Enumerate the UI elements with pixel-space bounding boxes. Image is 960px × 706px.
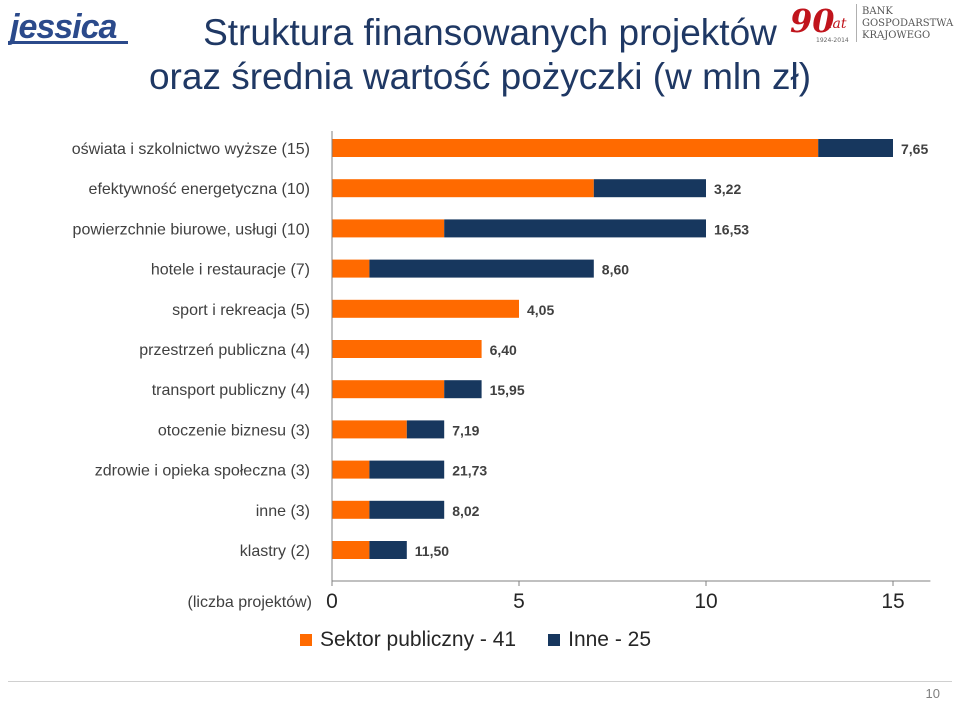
bar-inne-7 <box>406 420 445 439</box>
bar-publiczny-10 <box>332 541 370 559</box>
bar-publiczny-0 <box>332 139 819 157</box>
footer-divider <box>8 681 952 682</box>
legend-swatch-inne <box>548 634 561 646</box>
category-label-2: powierzchnie biurowe, usługi (10) <box>73 221 310 238</box>
x-tick-label-2: 10 <box>694 590 717 613</box>
bar-publiczny-2 <box>332 219 445 238</box>
legend-label-publiczny: Sektor publiczny - 41 <box>320 628 517 651</box>
bar-inne-9 <box>369 500 445 519</box>
category-label-1: efektywność energetyczna (10) <box>89 181 310 198</box>
category-label-4: sport i rekreacja (5) <box>172 302 310 319</box>
data-label-1: 3,22 <box>714 181 741 197</box>
bar-publiczny-7 <box>332 420 407 439</box>
legend-item-inne: Inne - 25 <box>548 628 651 652</box>
data-label-9: 8,02 <box>452 503 479 519</box>
x-tick-label-1: 5 <box>513 590 525 613</box>
bar-publiczny-8 <box>332 460 370 479</box>
category-label-3: hotele i restauracje (7) <box>151 262 310 279</box>
bar-publiczny-1 <box>332 179 594 198</box>
bar-publiczny-6 <box>332 380 445 399</box>
data-label-6: 15,95 <box>490 382 525 398</box>
svg-text:jessica: jessica <box>8 8 117 46</box>
data-label-10: 11,50 <box>415 543 449 559</box>
category-label-9: inne (3) <box>256 503 310 520</box>
data-label-4: 4,05 <box>527 302 554 318</box>
data-label-3: 8,60 <box>602 262 629 278</box>
svg-text:1924-2014: 1924-2014 <box>816 37 849 44</box>
bar-inne-8 <box>369 460 445 479</box>
svg-text:GOSPODARSTWA: GOSPODARSTWA <box>862 18 954 29</box>
category-label-0: oświata i szkolnictwo wyższe (15) <box>72 141 310 158</box>
chart-title-line2: oraz średnia wartość pożyczki (w mln zł) <box>148 56 812 97</box>
legend-item-publiczny: Sektor publiczny - 41 <box>300 628 516 652</box>
x-tick-label-0: 0 <box>326 590 338 613</box>
page-number: 10 <box>925 686 940 701</box>
bar-publiczny-5 <box>332 340 482 358</box>
bar-inne-10 <box>369 541 407 559</box>
bar-publiczny-3 <box>332 259 370 278</box>
data-label-2: 16,53 <box>714 221 749 237</box>
bgk-logo: 90 lat 1924-2014 BANK GOSPODARSTWA KRAJO… <box>790 2 954 44</box>
bar-inne-2 <box>444 219 706 238</box>
x-tick-label-3: 15 <box>881 590 904 613</box>
jessica-logo: jessica <box>8 8 128 46</box>
svg-text:lat: lat <box>828 16 847 32</box>
category-label-7: otoczenie biznesu (3) <box>158 422 310 439</box>
bar-inne-1 <box>593 179 706 198</box>
bar-publiczny-9 <box>332 500 370 519</box>
legend: Sektor publiczny - 41 Inne - 25 <box>300 626 683 654</box>
svg-text:90: 90 <box>790 2 835 40</box>
category-label-10: klastry (2) <box>240 543 310 560</box>
data-label-8: 21,73 <box>452 463 487 479</box>
legend-swatch-publiczny <box>300 634 312 646</box>
legend-label-inne: Inne - 25 <box>568 628 652 651</box>
bar-publiczny-4 <box>332 299 519 318</box>
svg-text:KRAJOWEGO: KRAJOWEGO <box>862 30 930 41</box>
bar-inne-0 <box>818 139 893 157</box>
category-label-8: zdrowie i opieka społeczna (3) <box>95 463 310 480</box>
bar-inne-3 <box>369 259 594 278</box>
category-label-6: transport publiczny (4) <box>152 382 310 399</box>
chart-title-line1: Struktura finansowanych projektów <box>203 12 777 53</box>
bar-inne-6 <box>444 380 482 399</box>
data-label-5: 6,40 <box>490 342 517 358</box>
data-label-0: 7,65 <box>901 141 928 157</box>
data-label-7: 7,19 <box>452 422 479 438</box>
x-axis-label: (liczba projektów) <box>188 594 312 611</box>
category-label-5: przestrzeń publiczna (4) <box>139 342 310 359</box>
svg-text:BANK: BANK <box>862 6 893 17</box>
